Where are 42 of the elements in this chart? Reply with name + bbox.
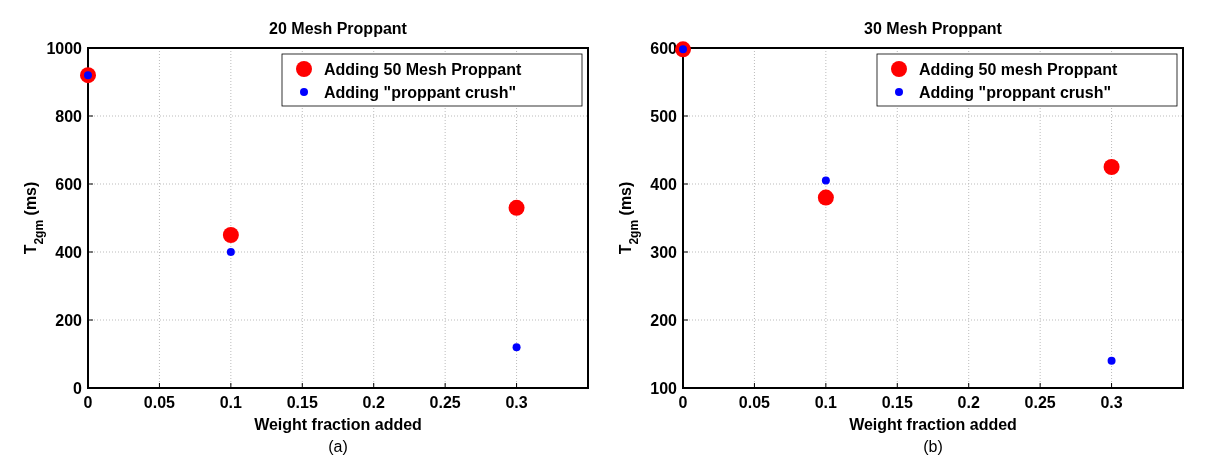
- point: [821, 176, 830, 185]
- y-tick-label: 300: [650, 244, 678, 261]
- legend-label: Adding "proppant crush": [324, 84, 517, 101]
- x-tick-label: 0.2: [362, 394, 385, 411]
- x-tick-label: 0.25: [429, 394, 461, 411]
- x-tick-label: 0.3: [505, 394, 528, 411]
- x-tick-label: 0.05: [143, 394, 176, 411]
- x-tick-label: 0.2: [957, 394, 980, 411]
- point: [226, 248, 235, 256]
- legend-label: Adding 50 Mesh Proppant: [324, 61, 523, 78]
- y-tick-label: 100: [650, 380, 678, 397]
- legend-label: Adding "proppant crush": [919, 84, 1112, 101]
- x-tick-label: 0.15: [881, 394, 913, 411]
- y-tick-label: 200: [650, 312, 678, 329]
- point: [508, 199, 525, 216]
- point: [817, 189, 834, 206]
- x-tick-label: 0.1: [814, 394, 838, 411]
- y-tick-label: 200: [55, 312, 83, 329]
- legend-label: Adding 50 mesh Proppant: [919, 61, 1118, 78]
- chart-title: 30 Mesh Proppant: [864, 20, 1003, 37]
- text: (b): [923, 438, 943, 455]
- x-axis-title: Weight fraction added: [849, 416, 1017, 433]
- text: (a): [328, 438, 348, 455]
- x-axis-title: Weight fraction added: [254, 416, 422, 433]
- x-tick-label: 0.1: [219, 394, 243, 411]
- chart-title: 20 Mesh Proppant: [269, 20, 408, 37]
- y-tick-label: 600: [55, 176, 83, 193]
- y-tick-label: 1000: [46, 40, 83, 57]
- y-tick-label: 500: [650, 108, 678, 125]
- y-tick-label: 600: [650, 40, 678, 57]
- y-tick-label: 800: [55, 108, 83, 125]
- x-tick-label: 0.25: [1024, 394, 1056, 411]
- x-tick-label: 0.15: [286, 394, 318, 411]
- point: [1107, 356, 1116, 365]
- point: [512, 343, 521, 352]
- x-tick-label: 0.3: [1100, 394, 1123, 411]
- point: [222, 227, 239, 243]
- x-tick-label: 0.05: [738, 394, 771, 411]
- point: [1103, 159, 1120, 175]
- y-tick-label: 400: [650, 176, 678, 193]
- y-tick-label: 400: [55, 244, 83, 261]
- y-tick-label: 0: [73, 380, 83, 397]
